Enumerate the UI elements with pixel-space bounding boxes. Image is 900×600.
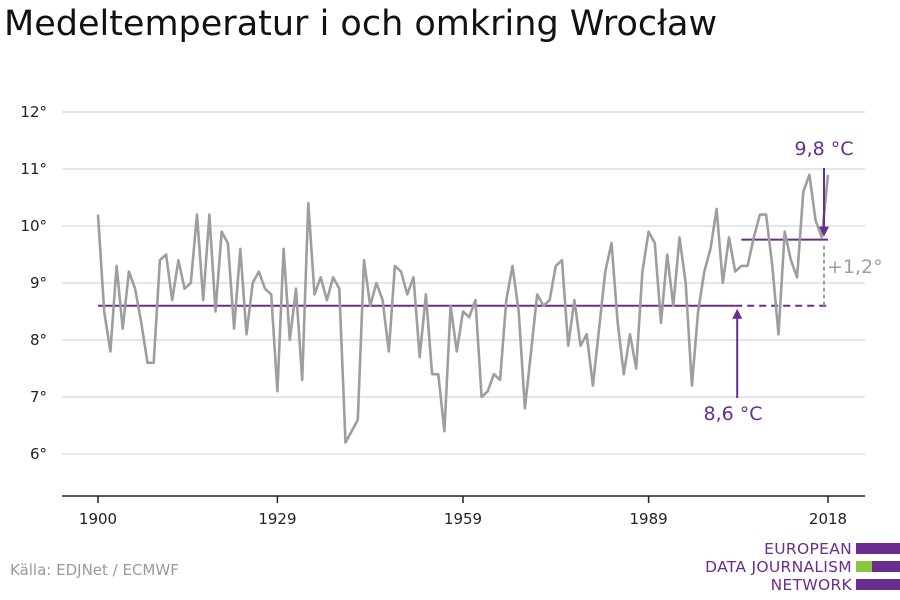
logo-line-2: DATA JOURNALISM [705,558,852,576]
annotation-9-8: 9,8 °C [794,138,853,160]
y-tick-label: 9° [30,274,47,292]
x-tick-label: 1989 [629,510,667,528]
chart-title: Medeltemperatur i och omkring Wrocław [4,4,718,44]
y-tick-label: 12° [20,103,47,121]
temperature-series [96,173,830,444]
x-tick-label: 1900 [79,510,117,528]
logo-bar-purple-top [856,543,900,554]
arrow-9-8-head [819,226,829,237]
grid-lines [62,111,865,455]
x-tick-labels: 1900 1929 1959 1989 2018 [79,510,847,528]
edjnet-logo: EUROPEAN DATA JOURNALISM NETWORK [705,540,900,596]
y-tick-label: 6° [30,445,47,463]
x-tick-label: 1959 [444,510,482,528]
logo-bar-purple-mid [856,561,900,572]
annotation-delta: +1,2° [827,256,883,278]
y-tick-label: 10° [20,217,47,235]
y-tick-label: 11° [20,160,47,178]
logo-line-1: EUROPEAN [764,540,852,558]
arrow-8-6-head [732,308,743,319]
temperature-line [96,173,830,444]
annotation-8-6: 8,6 °C [703,403,762,425]
y-tick-label: 8° [30,331,47,349]
x-tick-label: 1929 [258,510,296,528]
logo-bar-purple-bottom [856,579,900,590]
x-axis [62,495,865,503]
x-tick-label: 2018 [809,510,847,528]
logo-line-3: NETWORK [770,576,852,594]
y-tick-label: 7° [30,388,47,406]
annotations: 8,6 °C 9,8 °C +1,2° [703,138,882,425]
source-credit: Källa: EDJNet / ECMWF [10,561,179,579]
logo-bar-green [856,561,872,572]
y-tick-labels: 6° 7° 8° 9° 10° 11° 12° [20,103,47,463]
